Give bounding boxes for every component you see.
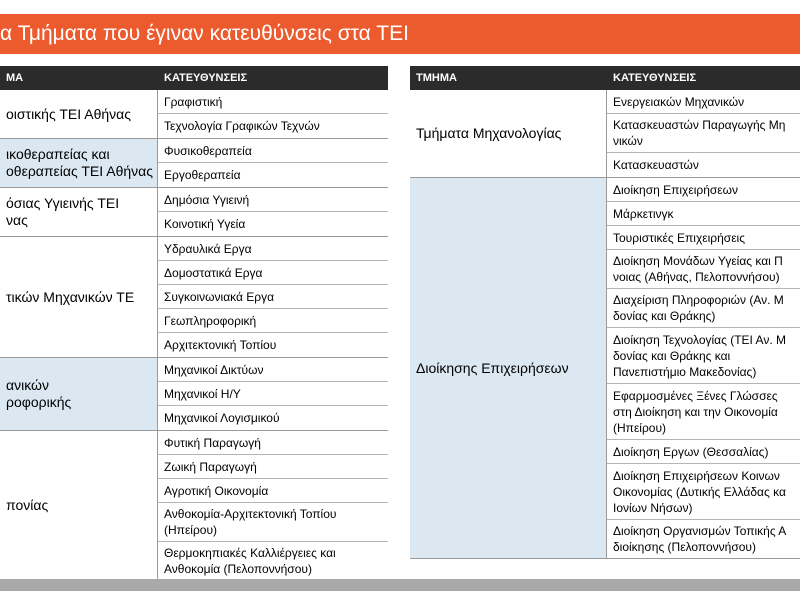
direction: Αρχιτεκτονική Τοπίου — [164, 338, 277, 352]
title-bar: α Τμήματα που έγιναν κατευθύνσεις στα ΤΕ… — [0, 14, 800, 54]
title: α Τμήματα που έγιναν κατευθύνσεις στα ΤΕ… — [0, 22, 409, 45]
direction: Διοίκηση Εργων (Θεσσαλίας) — [607, 440, 800, 464]
direction: Γεωπληροφορική — [158, 309, 388, 333]
directions: Υδραυλικά Εργα Δομοστατικά Εργα Συγκοινωνι… — [158, 237, 388, 357]
row-group: τικών Μηχανικών ΤΕ Υδραυλικά Εργα Δομοστατ… — [0, 237, 388, 358]
header-row: ΜΑ ΚΑΤΕΥΘΥΝΣΕΙΣ — [0, 66, 388, 90]
direction: Αγροτική Οικονομία — [158, 479, 388, 503]
direction: Τουριστικές Επιχειρήσεις — [607, 226, 800, 250]
department: πονίας — [0, 431, 158, 580]
direction: Υδραυλικά Εργα — [158, 237, 388, 261]
directions: Διοίκηση Επιχειρήσεων Μάρκετινγκ Τουριστικ… — [607, 178, 800, 558]
department: οιστικής ΤΕΙ Αθήνας — [0, 90, 158, 138]
direction: Διοίκηση Επιχειρήσεων — [607, 178, 800, 202]
direction: Κατασκευαστών — [613, 158, 699, 172]
direction: Μάρκετινγκ — [607, 202, 800, 226]
direction: Κατασκευαστών Παραγωγής Μη νικών — [607, 114, 800, 153]
directions: Φυσικοθεραπεία Εργοθεραπεία — [158, 139, 388, 187]
directions: Δημόσια Υγιεινή Κοινοτική Υγεία — [158, 188, 388, 236]
row-group: Διοίκησης Επιχειρήσεων Διοίκηση Επιχειρήσ… — [410, 178, 800, 559]
direction: Φυσικοθεραπεία — [158, 139, 388, 163]
direction: Διαχείριση Πληροφοριών (Αν. Μ δονίας και… — [607, 289, 800, 328]
row-group: οιστικής ΤΕΙ Αθήνας Γραφιστική Τεχνολογία … — [0, 90, 388, 139]
header-cell: ΜΑ — [6, 72, 24, 84]
right-table: ΤΜΗΜΑ ΚΑΤΕΥΘΥΝΣΕΙΣ Τμήματα Μηχανολογίας Ενε… — [410, 66, 800, 559]
row-group: ανικών ροφορικής Μηχανικοί Δικτύων Μηχανικ… — [0, 358, 388, 431]
footer-bar — [0, 579, 800, 591]
header-row: ΤΜΗΜΑ ΚΑΤΕΥΘΥΝΣΕΙΣ — [410, 66, 800, 90]
row-group: ικοθεραπείας και οθεραπείας ΤΕΙ Αθήνας Φυ… — [0, 139, 388, 188]
header-cell: ΚΑΤΕΥΘΥΝΣΕΙΣ — [613, 72, 697, 84]
direction: Μηχανικοί Η/Υ — [158, 382, 388, 406]
direction: Διοίκηση Τεχνολογίας (ΤΕΙ Αν. Μ δονίας κ… — [607, 328, 800, 384]
direction: Ενεργειακών Μηχανικών — [607, 90, 800, 114]
direction: Συγκοινωνιακά Εργα — [158, 285, 388, 309]
direction: Διοίκηση Επιχειρήσεων Κοινων Οικονομίας … — [607, 464, 800, 520]
direction: Θερμοκηπιακές Καλλιέργειες και Ανθοκομία… — [164, 546, 336, 576]
direction: Εργοθεραπεία — [164, 168, 241, 182]
row-group: πονίας Φυτική Παραγωγή Ζωική Παραγωγή Αγροτ… — [0, 431, 388, 581]
direction: Δομοστατικά Εργα — [158, 261, 388, 285]
directions: Ενεργειακών Μηχανικών Κατασκευαστών Παραγ… — [607, 90, 800, 177]
direction: Φυτική Παραγωγή — [158, 431, 388, 455]
left-table: ΜΑ ΚΑΤΕΥΘΥΝΣΕΙΣ οιστικής ΤΕΙ Αθήνας Γραφιστ… — [0, 66, 388, 581]
direction: Εφαρμοσμένες Ξένες Γλώσσες στη Διοίκηση … — [607, 384, 800, 440]
row-group: όσιας Υγιεινής ΤΕΙ νας Δημόσια Υγιεινή Κοι… — [0, 188, 388, 237]
direction: Μηχανικοί Δικτύων — [158, 358, 388, 382]
department: Διοίκησης Επιχειρήσεων — [410, 178, 607, 558]
direction: Κοινοτική Υγεία — [164, 217, 246, 231]
department: τικών Μηχανικών ΤΕ — [0, 237, 158, 357]
row-group: Τμήματα Μηχανολογίας Ενεργειακών Μηχανικώ… — [410, 90, 800, 178]
department: Τμήματα Μηχανολογίας — [410, 90, 607, 177]
header-cell: ΤΜΗΜΑ — [416, 72, 457, 84]
department: ικοθεραπείας και οθεραπείας ΤΕΙ Αθήνας — [0, 139, 158, 187]
direction: Ζωική Παραγωγή — [158, 455, 388, 479]
directions: Μηχανικοί Δικτύων Μηχανικοί Η/Υ Μηχανικοί … — [158, 358, 388, 430]
department: ανικών ροφορικής — [0, 358, 158, 430]
direction: Τεχνολογία Γραφικών Τεχνών — [164, 119, 320, 133]
directions: Φυτική Παραγωγή Ζωική Παραγωγή Αγροτική Οι… — [158, 431, 388, 580]
direction: Ανθοκομία-Αρχιτεκτονική Τοπίου (Ηπείρου) — [158, 503, 388, 542]
direction: Μηχανικοί Λογισμικού — [164, 411, 280, 425]
direction: Γραφιστική — [158, 90, 388, 114]
header-cell: ΚΑΤΕΥΘΥΝΣΕΙΣ — [164, 72, 248, 84]
direction: Διοίκηση Οργανισμών Τοπικής Α διοίκησης … — [613, 524, 787, 554]
direction: Διοίκηση Μονάδων Υγείας και Π νοιας (Αθή… — [607, 250, 800, 289]
direction: Δημόσια Υγιεινή — [158, 188, 388, 212]
directions: Γραφιστική Τεχνολογία Γραφικών Τεχνών — [158, 90, 388, 138]
department: όσιας Υγιεινής ΤΕΙ νας — [0, 188, 158, 236]
